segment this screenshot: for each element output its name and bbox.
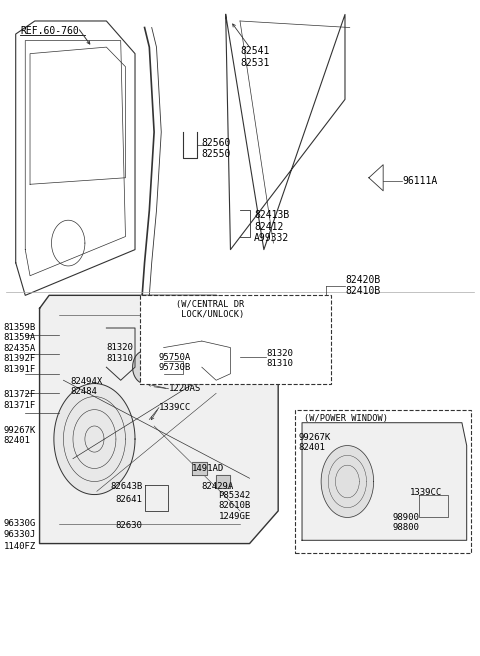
Text: 82435A: 82435A (4, 344, 36, 354)
Polygon shape (302, 422, 467, 541)
Text: 82630: 82630 (115, 521, 142, 530)
Polygon shape (321, 445, 373, 518)
Text: 82641: 82641 (115, 495, 142, 504)
Text: 96330G
96330J: 96330G 96330J (4, 520, 36, 539)
Text: 81320
81310: 81320 81310 (107, 343, 133, 363)
Text: 81320
81310: 81320 81310 (266, 349, 293, 369)
Polygon shape (192, 462, 206, 475)
Text: 81392F
81391F: 81392F 81391F (4, 354, 36, 374)
Text: 81359B
81359A: 81359B 81359A (4, 323, 36, 342)
Text: 99267K
82401: 99267K 82401 (299, 432, 331, 452)
Text: 95750A
95730B: 95750A 95730B (159, 353, 191, 373)
Polygon shape (132, 351, 156, 384)
Text: 82413B
82412
A99332: 82413B 82412 A99332 (254, 210, 289, 243)
Text: 82429A: 82429A (202, 482, 234, 491)
FancyBboxPatch shape (295, 409, 471, 554)
Polygon shape (39, 295, 278, 544)
Text: 82643B: 82643B (110, 482, 143, 491)
Text: 99267K
82401: 99267K 82401 (4, 426, 36, 445)
Text: 98900
98800: 98900 98800 (393, 513, 420, 533)
Text: 1140FZ: 1140FZ (4, 543, 36, 551)
Text: 82420B
82410B: 82420B 82410B (345, 275, 380, 297)
Text: (W/POWER WINDOW): (W/POWER WINDOW) (304, 414, 388, 423)
Text: 81372F
81371F: 81372F 81371F (4, 390, 36, 409)
Text: 82494X
82484: 82494X 82484 (71, 377, 103, 396)
Text: 82560
82550: 82560 82550 (202, 138, 231, 159)
Text: P85342
82610B
1249GE: P85342 82610B 1249GE (218, 491, 251, 521)
Text: 1491AD: 1491AD (192, 464, 225, 473)
Text: 96111A: 96111A (402, 176, 437, 186)
Text: (W/CENTRAL DR
 LOCK/UNLOCK): (W/CENTRAL DR LOCK/UNLOCK) (176, 300, 244, 319)
Text: 1339CC: 1339CC (159, 403, 191, 412)
FancyBboxPatch shape (140, 295, 331, 384)
Text: 1220AS: 1220AS (168, 384, 201, 393)
Text: 1339CC: 1339CC (409, 488, 442, 497)
Text: 82541
82531: 82541 82531 (240, 46, 269, 68)
Polygon shape (54, 384, 135, 495)
Text: REF.60-760: REF.60-760 (21, 26, 79, 36)
Polygon shape (216, 475, 230, 488)
